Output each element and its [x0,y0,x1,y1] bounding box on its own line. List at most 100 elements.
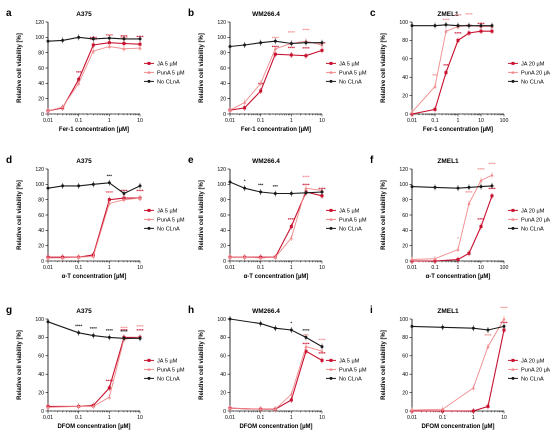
x-tick-label: 10 [478,118,484,124]
data-point [467,201,471,205]
x-tick-label: 1 [457,265,460,271]
significance-stars: **** [106,379,113,384]
legend: JA 5 µM PunA 5 µM No CLnA [144,358,185,382]
data-point [91,49,95,53]
series-no [410,21,494,29]
series-ja: **** **** **** [46,328,144,410]
significance-stars: **** [272,35,279,40]
significance-stars: **** [454,13,461,18]
data-point [46,405,50,409]
data-point [456,247,460,251]
data-point [243,106,247,110]
series-line-puna [411,174,493,260]
data-point [273,192,277,196]
panel-letter: d [6,155,12,166]
data-point [410,110,414,114]
data-point [138,42,142,46]
y-tick-label: 80 [402,335,408,341]
data-point [242,100,247,104]
y-axis-label: Relative cell viability [%] [17,330,23,400]
data-point [289,225,293,228]
data-point [304,54,308,58]
data-point [433,256,437,260]
data-point [467,185,471,189]
y-axis-label: Relative cell viability [%] [381,330,387,400]
legend-marker [329,358,333,362]
data-point [258,81,263,85]
y-tick-label: 40 [38,372,44,378]
chart-panel-e: e WM266.4 0 20 40 60 80 100 120 0.01 0.1 1 10 α-T con… [188,155,367,280]
legend-label: PunA 20 µM [521,217,550,223]
series-line-no [229,318,323,348]
y-tick-label: 20 [402,390,408,396]
data-point [228,108,232,112]
x-tick-label: 100 [500,118,509,124]
data-point [273,255,277,259]
data-point [273,47,277,51]
significance-stars: **** [500,306,507,311]
data-point [77,184,81,188]
data-point [76,81,81,85]
y-tick-label: 60 [220,213,226,219]
x-tick-label: 0.01 [225,265,235,271]
panel-letter: e [188,155,194,166]
data-point [490,194,494,198]
data-point [242,255,247,259]
y-tick-label: 120 [217,167,226,173]
data-point [46,39,50,43]
legend-label: PunA 5 µM [339,367,367,373]
legend-marker [329,208,333,212]
data-point [76,255,81,259]
legend-label: No CLnA [339,376,362,382]
series-puna: **** **** [46,324,144,411]
significance-stars: *** [432,73,438,78]
y-tick-label: 20 [38,243,44,249]
x-tick-label: 0.1 [431,118,438,124]
y-tick-label: 0 [223,409,226,415]
y-tick-label: 40 [402,372,408,378]
legend-marker [511,70,515,74]
y-tick-label: 80 [38,197,44,203]
x-tick-label: 0.01 [407,265,417,271]
data-point [258,407,263,411]
data-point [273,39,277,43]
data-point [46,186,50,190]
y-tick-label: 60 [38,354,44,360]
significance-stars: **** [106,190,113,195]
legend-marker [329,376,333,380]
data-point [46,109,50,113]
data-point [122,47,126,51]
x-axis-label: α-T concentration [µM] [426,274,491,280]
x-tick-label: 1 [108,265,111,271]
data-point [304,191,308,195]
legend-label: PunA 20 µM [521,70,550,76]
x-axis-label: DFOM concentration [µM] [239,424,312,430]
y-tick-label: 120 [217,20,226,26]
legend-label: JA 5 µM [157,358,178,364]
y-tick-label: 60 [220,354,226,360]
series-ja: *************** [410,22,494,117]
data-point [486,404,490,408]
y-tick-label: 60 [402,354,408,360]
y-tick-label: 40 [402,228,408,234]
y-tick-label: 100 [399,182,408,188]
x-tick-label: 0.1 [431,265,438,271]
y-tick-label: 20 [220,243,226,249]
data-point [320,190,324,194]
x-axis-label: Fer-1 concentration [µM] [59,127,129,133]
significance-stars: **** [90,326,97,331]
data-point [479,24,483,28]
x-axis-label: α-T concentration [µM] [62,274,127,280]
data-point [486,344,490,348]
x-axis-label: Fer-1 concentration [µM] [423,127,493,133]
data-point [243,186,247,190]
data-point [289,392,294,396]
significance-stars: **** [477,217,484,222]
series-puna: ******* [228,333,326,413]
legend-label: No CLnA [157,376,180,382]
series-line-puna [411,25,492,113]
data-point [107,386,111,390]
y-tick-label: 80 [220,197,226,203]
y-tick-label: 60 [402,57,408,63]
